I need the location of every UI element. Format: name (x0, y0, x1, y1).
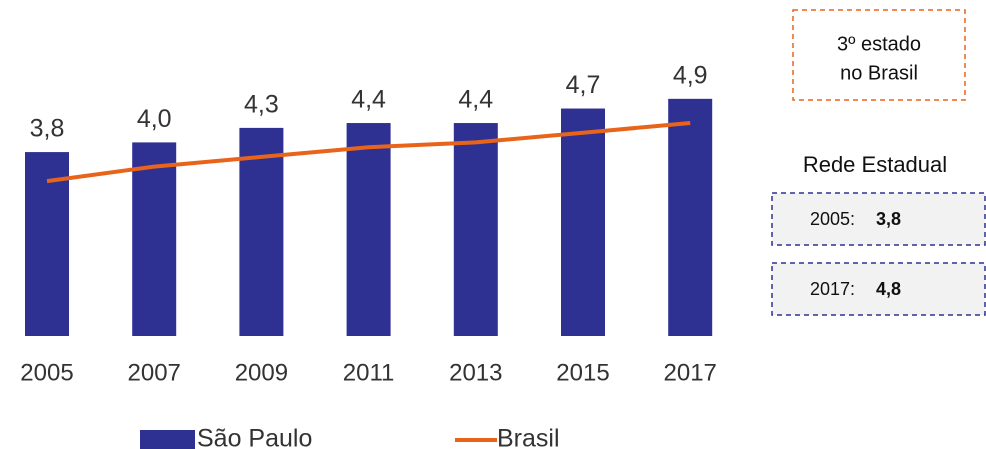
stat-box (771, 192, 986, 246)
x-tick-label: 2007 (128, 359, 181, 386)
data-label: 3,8 (30, 115, 65, 143)
x-tick-label: 2015 (556, 359, 609, 386)
rank-box (792, 9, 966, 101)
bar (132, 142, 177, 336)
stat-label: 2017: (810, 279, 855, 299)
stat-value: 3,8 (876, 209, 901, 229)
data-label: 4,3 (244, 90, 279, 118)
x-tick-label: 2005 (20, 359, 73, 386)
line (46, 121, 691, 184)
data-label: 4,4 (351, 86, 386, 114)
bar (346, 123, 391, 336)
bar (239, 127, 284, 336)
stat-value: 4,8 (876, 279, 901, 299)
bar (25, 152, 69, 336)
x-tick-label: 2011 (343, 359, 395, 386)
stat-label: 2005: (810, 209, 855, 229)
x-tick-label: 2017 (664, 359, 717, 386)
rank-text: no Brasil (840, 62, 918, 84)
data-label: 4,4 (458, 86, 493, 114)
bar (453, 123, 498, 336)
data-label: 4,9 (673, 61, 708, 89)
legend-label: Brasil (497, 425, 560, 449)
bar (668, 98, 713, 336)
data-label: 4,7 (566, 71, 601, 99)
legend-swatch (140, 430, 195, 449)
x-tick-label: 2009 (235, 359, 288, 386)
bar (561, 108, 605, 337)
data-label: 4,0 (137, 105, 172, 133)
side-heading: Rede Estadual (803, 152, 947, 177)
x-tick-label: 2013 (449, 359, 502, 386)
stat-box (771, 262, 986, 316)
legend-label: São Paulo (197, 425, 312, 449)
rank-text: 3º estado (837, 33, 921, 55)
